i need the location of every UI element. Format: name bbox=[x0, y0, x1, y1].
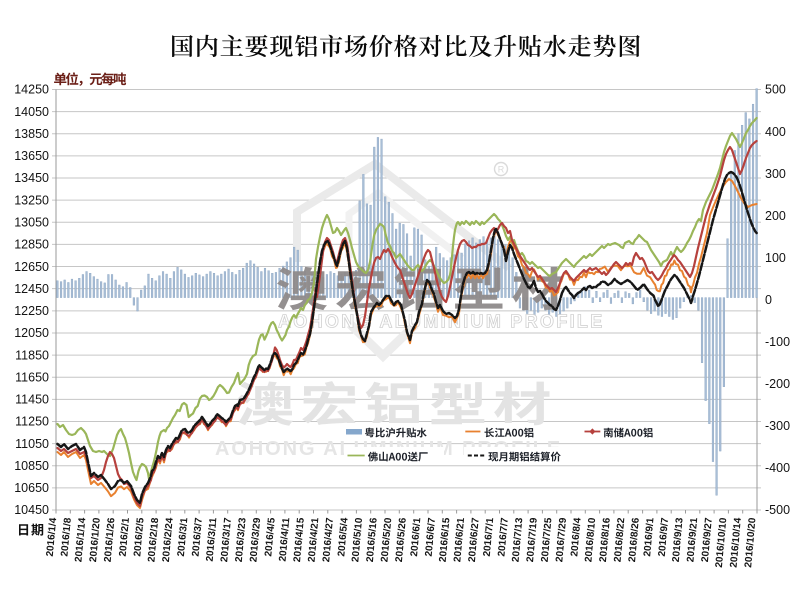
svg-text:12650: 12650 bbox=[14, 260, 49, 274]
svg-text:10650: 10650 bbox=[14, 481, 49, 495]
svg-text:2016/9/7: 2016/9/7 bbox=[657, 517, 671, 557]
svg-text:2016/8/10: 2016/8/10 bbox=[583, 517, 598, 563]
svg-text:2016/3/11: 2016/3/11 bbox=[205, 517, 220, 562]
svg-text:2016/1/14: 2016/1/14 bbox=[73, 517, 88, 563]
svg-text:2016/7/7: 2016/7/7 bbox=[496, 517, 510, 557]
svg-text:12450: 12450 bbox=[14, 282, 49, 296]
svg-text:2016/4/27: 2016/4/27 bbox=[321, 517, 336, 563]
svg-text:2016/5/20: 2016/5/20 bbox=[379, 517, 394, 563]
svg-text:2016/2/18: 2016/2/18 bbox=[146, 517, 161, 563]
svg-text:2016/10/14: 2016/10/14 bbox=[729, 517, 744, 568]
svg-text:2016/7/25: 2016/7/25 bbox=[540, 517, 555, 563]
svg-text:2016/4/15: 2016/4/15 bbox=[292, 517, 307, 563]
svg-text:2016/2/5: 2016/2/5 bbox=[132, 517, 146, 557]
svg-text:2016/9/27: 2016/9/27 bbox=[700, 517, 715, 563]
svg-text:11250: 11250 bbox=[15, 415, 49, 429]
svg-text:-500: -500 bbox=[765, 503, 790, 517]
svg-text:11850: 11850 bbox=[15, 348, 49, 362]
svg-text:11450: 11450 bbox=[15, 393, 49, 407]
svg-text:2016/8/26: 2016/8/26 bbox=[627, 517, 642, 563]
svg-text:2016/8/22: 2016/8/22 bbox=[613, 517, 628, 563]
svg-text:2016/3/23: 2016/3/23 bbox=[234, 517, 249, 563]
svg-text:500: 500 bbox=[765, 83, 786, 97]
svg-text:11650: 11650 bbox=[15, 370, 49, 384]
svg-text:2016/5/26: 2016/5/26 bbox=[394, 517, 409, 563]
svg-text:2016/3/17: 2016/3/17 bbox=[219, 517, 234, 563]
svg-text:10850: 10850 bbox=[14, 459, 49, 473]
svg-text:2016/6/21: 2016/6/21 bbox=[452, 517, 467, 563]
svg-text:-300: -300 bbox=[765, 419, 790, 433]
svg-text:2016/6/7: 2016/6/7 bbox=[424, 517, 438, 557]
svg-text:2016/3/1: 2016/3/1 bbox=[176, 517, 190, 557]
svg-text:2016/9/1: 2016/9/1 bbox=[642, 517, 656, 557]
svg-text:2016/1/8: 2016/1/8 bbox=[59, 517, 73, 557]
svg-text:2016/8/16: 2016/8/16 bbox=[598, 517, 613, 563]
svg-text:AOHONG ALUMINIUM PROFILE: AOHONG ALUMINIUM PROFILE bbox=[278, 312, 605, 332]
svg-text:13850: 13850 bbox=[14, 127, 49, 141]
svg-text:12850: 12850 bbox=[14, 238, 49, 252]
svg-text:2016/5/10: 2016/5/10 bbox=[350, 517, 365, 563]
svg-text:10450: 10450 bbox=[14, 503, 49, 517]
svg-text:11050: 11050 bbox=[15, 437, 49, 451]
svg-text:300: 300 bbox=[765, 167, 786, 181]
svg-text:2016/4/21: 2016/4/21 bbox=[307, 517, 322, 563]
svg-text:2016/10/20: 2016/10/20 bbox=[743, 517, 758, 568]
svg-text:2016/7/29: 2016/7/29 bbox=[554, 517, 569, 563]
svg-text:2016/5/16: 2016/5/16 bbox=[365, 517, 380, 563]
svg-text:2016/7/13: 2016/7/13 bbox=[511, 517, 526, 563]
svg-text:2016/1/4: 2016/1/4 bbox=[45, 517, 59, 557]
svg-text:400: 400 bbox=[765, 125, 786, 139]
svg-text:2016/6/27: 2016/6/27 bbox=[467, 517, 482, 563]
svg-text:2016/3/29: 2016/3/29 bbox=[248, 517, 263, 563]
svg-text:-100: -100 bbox=[765, 335, 790, 349]
svg-text:2016/1/26: 2016/1/26 bbox=[103, 517, 118, 563]
svg-text:2016/6/15: 2016/6/15 bbox=[438, 517, 453, 563]
svg-text:14050: 14050 bbox=[14, 105, 49, 119]
svg-text:-200: -200 bbox=[765, 377, 790, 391]
svg-text:2016/6/1: 2016/6/1 bbox=[409, 517, 423, 557]
svg-text:2016/7/1: 2016/7/1 bbox=[482, 517, 496, 557]
svg-text:2016/2/1: 2016/2/1 bbox=[118, 517, 132, 557]
svg-text:2016/4/5: 2016/4/5 bbox=[263, 517, 277, 557]
svg-text:100: 100 bbox=[765, 251, 786, 265]
svg-text:12050: 12050 bbox=[14, 326, 49, 340]
svg-text:R: R bbox=[498, 165, 505, 175]
svg-text:-400: -400 bbox=[765, 461, 790, 475]
svg-text:14250: 14250 bbox=[14, 83, 49, 97]
svg-text:13450: 13450 bbox=[14, 171, 49, 185]
svg-text:13650: 13650 bbox=[14, 149, 49, 163]
svg-text:2016/10/10: 2016/10/10 bbox=[714, 517, 729, 568]
svg-text:2016/9/13: 2016/9/13 bbox=[671, 517, 686, 563]
svg-text:2016/2/24: 2016/2/24 bbox=[161, 517, 176, 563]
svg-text:2016/5/4: 2016/5/4 bbox=[336, 517, 350, 557]
svg-text:12250: 12250 bbox=[14, 304, 49, 318]
svg-text:0: 0 bbox=[765, 293, 772, 307]
svg-text:2016/4/11: 2016/4/11 bbox=[278, 517, 293, 562]
svg-text:13050: 13050 bbox=[14, 216, 49, 230]
svg-text:2016/3/7: 2016/3/7 bbox=[191, 517, 205, 557]
svg-text:13250: 13250 bbox=[14, 193, 49, 207]
svg-text:2016/1/20: 2016/1/20 bbox=[88, 517, 103, 563]
svg-text:2016/8/4: 2016/8/4 bbox=[569, 517, 583, 557]
svg-text:200: 200 bbox=[765, 209, 786, 223]
svg-text:2016/7/19: 2016/7/19 bbox=[525, 517, 540, 563]
svg-text:2016/9/21: 2016/9/21 bbox=[685, 517, 700, 563]
